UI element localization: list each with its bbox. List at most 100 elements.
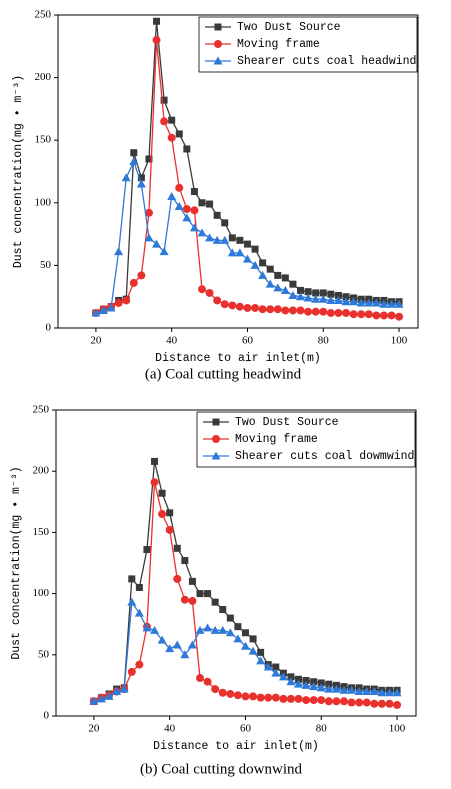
marker [180,650,190,659]
marker [326,308,335,317]
marker [143,546,151,554]
marker [226,689,235,698]
marker [301,680,311,689]
marker [289,280,297,288]
marker [129,156,139,165]
marker [266,265,274,273]
marker [137,271,146,280]
marker [266,305,275,314]
marker [119,684,129,693]
marker [286,677,296,686]
marker [302,696,311,705]
marker [334,308,343,317]
marker [180,595,189,604]
marker [203,623,213,632]
marker [135,583,143,591]
marker [265,279,275,288]
marker [127,597,137,606]
marker [377,688,387,697]
marker [241,692,250,701]
marker [271,693,280,702]
marker [326,295,336,304]
marker [188,577,196,585]
marker [318,294,328,303]
marker [357,310,366,319]
caption: (b) Coal cutting downwind [140,761,303,777]
marker [331,684,341,693]
y-tick-label: 250 [33,404,50,416]
marker [256,693,265,702]
marker [114,247,124,256]
marker [227,248,237,257]
marker [278,672,288,681]
legend-label: Shearer cuts coal headwind [237,55,416,68]
marker [273,305,282,314]
marker [334,291,342,299]
marker [311,307,320,316]
marker [311,294,321,303]
marker [165,525,174,534]
marker [195,625,205,634]
marker [251,245,259,253]
marker [393,700,402,709]
marker [342,293,350,301]
marker [243,240,251,248]
marker [377,699,386,708]
marker [249,635,257,643]
x-axis-label: Distance to air inlet(m) [153,740,319,753]
marker [369,687,379,696]
marker [98,305,108,314]
marker [112,687,122,696]
marker [272,663,280,671]
marker [240,641,250,650]
marker [121,173,131,182]
marker [174,202,184,211]
marker [273,283,283,292]
marker [349,310,358,319]
y-tick-label: 200 [35,71,52,83]
legend-label: Two Dust Source [235,416,339,429]
y-tick-label: 50 [38,648,50,660]
marker [364,310,373,319]
marker [287,673,295,681]
marker [167,133,176,142]
plot-frame [55,409,417,717]
marker [234,623,242,631]
marker [173,574,182,583]
marker [218,688,227,697]
y-axis-label: Dust concentration(mg • m⁻³) [12,75,25,268]
caption: (a) Coal cutting headwind [145,366,302,382]
marker [165,644,175,653]
x-tick-label: 60 [240,723,252,735]
marker [347,698,356,707]
y-tick-label: 100 [33,587,50,599]
marker [198,285,206,294]
marker [340,697,348,706]
marker [172,640,182,649]
marker [135,660,144,669]
marker [395,312,404,321]
x-axis-label: Distance to air inlet(m) [155,352,321,365]
marker [309,682,319,691]
marker [271,668,281,677]
marker [122,296,131,305]
marker [384,688,394,697]
marker [220,235,230,244]
marker [160,117,169,126]
x-tick-label: 100 [391,335,408,347]
marker [129,278,138,287]
marker [286,694,295,703]
marker [341,297,351,306]
marker [211,451,221,460]
marker [249,692,258,701]
x-tick-label: 40 [166,335,178,347]
marker [392,688,402,697]
x-tick-label: 60 [242,335,254,347]
marker [142,623,152,632]
marker [302,677,310,685]
marker [242,254,252,263]
marker [205,288,214,297]
marker [379,311,388,320]
